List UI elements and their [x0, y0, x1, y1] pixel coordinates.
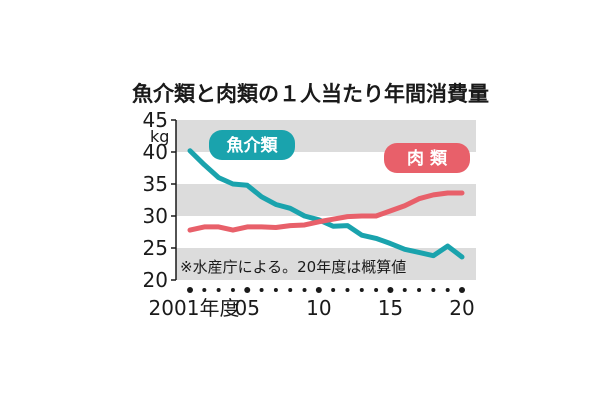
x-tick-label: 05 — [235, 296, 260, 320]
x-tick-dot — [288, 288, 293, 292]
series-line-fish — [187, 148, 465, 260]
source-note: ※水産庁による。20年度は概算値 — [180, 258, 406, 276]
y-tick-label: 30 — [143, 204, 168, 228]
x-tick-label: 10 — [306, 296, 331, 320]
y-tick-label: 20 — [143, 268, 168, 292]
x-tick-dot — [387, 287, 394, 293]
x-tick-dot — [402, 288, 407, 292]
legend-box — [384, 143, 470, 173]
x-tick-dot — [187, 287, 193, 293]
x-tick-dot — [302, 288, 307, 292]
x-tick-dot — [417, 288, 422, 292]
x-tick-dot — [259, 288, 264, 292]
grid-bands — [176, 120, 476, 280]
x-tick-dot — [202, 288, 207, 292]
series-layer — [187, 148, 465, 260]
x-tick-dot — [230, 288, 235, 292]
x-tick-label: 2001年度 — [149, 296, 240, 320]
x-tick-dot — [273, 288, 278, 292]
x-tick-dot — [331, 288, 336, 292]
y-axis: 45 40 35 30 25 20 — [143, 108, 177, 292]
y-tick-label: 40 — [143, 140, 168, 164]
legend-label: 肉 類 — [407, 148, 448, 169]
legend-box — [209, 130, 295, 160]
x-tick-label: 20 — [449, 296, 474, 320]
y-unit-label: kg — [150, 127, 169, 146]
x-tick-dot — [244, 287, 251, 293]
chart-title: 魚介類と肉類の１人当たり年間消費量 — [132, 82, 489, 106]
x-tick-dot — [315, 287, 322, 293]
series-line-meat — [187, 190, 465, 233]
legend-item: 肉 類 — [384, 143, 470, 173]
x-tick-dot — [445, 288, 450, 292]
grid-band — [176, 184, 476, 216]
y-tick-label: 25 — [143, 236, 168, 260]
x-tick-dot — [216, 288, 221, 292]
y-tick-label: 35 — [143, 172, 168, 196]
x-tick-dot — [431, 288, 436, 292]
x-tick-dot — [374, 288, 379, 292]
legend-label: 魚介類 — [227, 135, 279, 156]
legend-item: 魚介類 — [209, 130, 295, 160]
x-tick-dot — [459, 287, 465, 293]
x-tick-dot — [359, 288, 364, 292]
x-tick-label: 15 — [378, 296, 403, 320]
y-tick-label: 45 — [143, 108, 168, 132]
x-tick-dot — [345, 288, 350, 292]
